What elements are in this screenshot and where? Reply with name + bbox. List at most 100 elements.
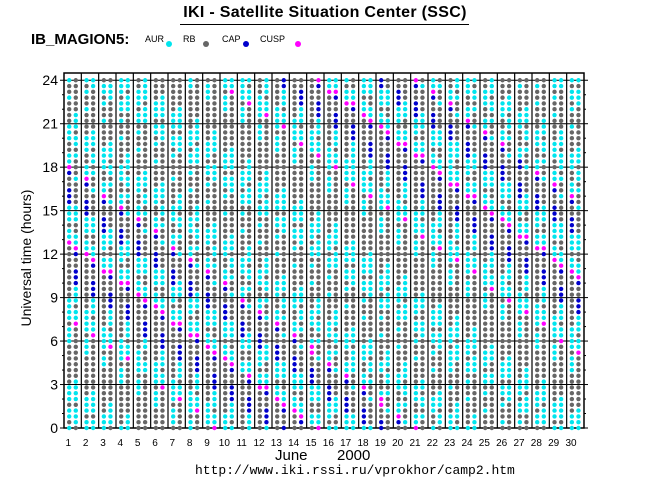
data-point-rb (298, 275, 304, 280)
data-point-rb (489, 141, 494, 147)
data-point-cap (153, 251, 159, 257)
data-point-rb (506, 170, 512, 176)
data-point-rb (101, 211, 107, 216)
data-point-rb (361, 292, 367, 297)
data-point-aur (188, 153, 193, 158)
data-point-rb (316, 344, 321, 350)
data-point-rb (101, 170, 107, 176)
data-point-aur (309, 170, 315, 176)
data-point-rb (327, 373, 332, 379)
data-point-rb (541, 338, 546, 344)
data-point-aur (437, 321, 442, 326)
data-point-aur (177, 286, 182, 292)
data-point-rb (448, 199, 453, 205)
data-point-aur (517, 309, 523, 315)
data-point-cap (535, 205, 540, 210)
data-point-rb (448, 217, 453, 222)
data-point-aur (396, 205, 401, 210)
data-point-aur (431, 240, 436, 245)
data-point-aur (327, 350, 332, 355)
data-point-aur (535, 130, 540, 135)
data-point-rb (413, 263, 419, 268)
data-point-rb (108, 124, 113, 129)
data-point-aur (108, 321, 113, 326)
data-point-rb (379, 130, 384, 135)
data-point-aur (413, 147, 419, 152)
data-point-cusp (361, 112, 367, 118)
data-point-aur (160, 211, 165, 216)
data-point-rb (205, 391, 211, 396)
data-point-rb (535, 379, 540, 384)
data-point-rb (246, 298, 252, 303)
data-point-rb (396, 193, 401, 199)
data-point-cusp (119, 280, 124, 286)
data-point-cap (223, 286, 228, 292)
data-point-aur (524, 379, 529, 384)
data-point-rb (229, 373, 234, 379)
data-point-aur (472, 257, 477, 263)
data-point-rb (379, 136, 384, 141)
source-url[interactable]: http://www.iki.rssi.ru/vprokhor/camp2.ht… (195, 463, 515, 478)
data-point-rb (229, 170, 234, 176)
data-point-rb (431, 356, 436, 361)
data-point-aur (205, 338, 211, 344)
data-point-rb (309, 159, 315, 164)
data-point-aur (67, 136, 72, 141)
data-point-aur (223, 176, 228, 181)
data-point-rb (524, 124, 529, 129)
data-point-rb (402, 408, 408, 413)
data-point-aur (142, 286, 148, 292)
data-point-aur (264, 89, 269, 95)
data-point-rb (257, 153, 263, 158)
data-point-cap (472, 199, 477, 205)
data-point-cusp (402, 217, 408, 222)
data-point-rb (153, 286, 159, 292)
data-point-aur (67, 425, 72, 431)
data-point-aur (292, 153, 297, 158)
data-point-rb (472, 396, 477, 402)
data-point-cusp (177, 396, 182, 402)
data-point-rb (361, 275, 367, 280)
data-point-aur (90, 246, 96, 251)
data-point-aur (119, 350, 124, 355)
data-point-rb (517, 275, 523, 280)
data-point-rb (240, 414, 245, 419)
data-point-aur (361, 199, 367, 205)
data-point-aur (298, 315, 304, 321)
data-point-aur (431, 136, 436, 141)
data-point-cap (108, 298, 113, 303)
data-point-rb (576, 356, 581, 361)
data-point-rb (223, 222, 228, 228)
data-point-aur (125, 327, 130, 332)
data-point-rb (350, 199, 356, 205)
data-point-cusp (67, 240, 72, 245)
data-point-aur (552, 333, 557, 338)
data-point-aur (483, 269, 488, 274)
data-point-aur (292, 396, 297, 402)
data-point-cusp (569, 269, 575, 274)
data-point-rb (153, 205, 159, 210)
data-point-rb (309, 356, 315, 361)
data-point-rb (489, 147, 494, 152)
data-point-rb (413, 159, 419, 164)
data-point-aur (385, 362, 390, 367)
data-point-cap (160, 333, 165, 338)
data-point-aur (437, 344, 442, 350)
data-point-rb (84, 286, 89, 292)
data-point-rb (472, 350, 477, 355)
data-point-aur (119, 257, 124, 263)
data-point-aur (576, 321, 581, 326)
data-point-aur (396, 373, 401, 379)
data-point-aur (379, 298, 384, 303)
data-point-rb (298, 83, 304, 89)
data-point-aur (84, 107, 89, 112)
data-point-rb (465, 373, 471, 379)
data-point-rb (483, 338, 488, 344)
data-point-aur (333, 338, 338, 344)
data-point-aur (517, 420, 523, 425)
data-point-aur (402, 367, 408, 373)
data-point-aur (136, 101, 141, 106)
data-point-rb (205, 136, 211, 141)
data-point-aur (524, 408, 529, 413)
data-point-rb (361, 304, 367, 309)
